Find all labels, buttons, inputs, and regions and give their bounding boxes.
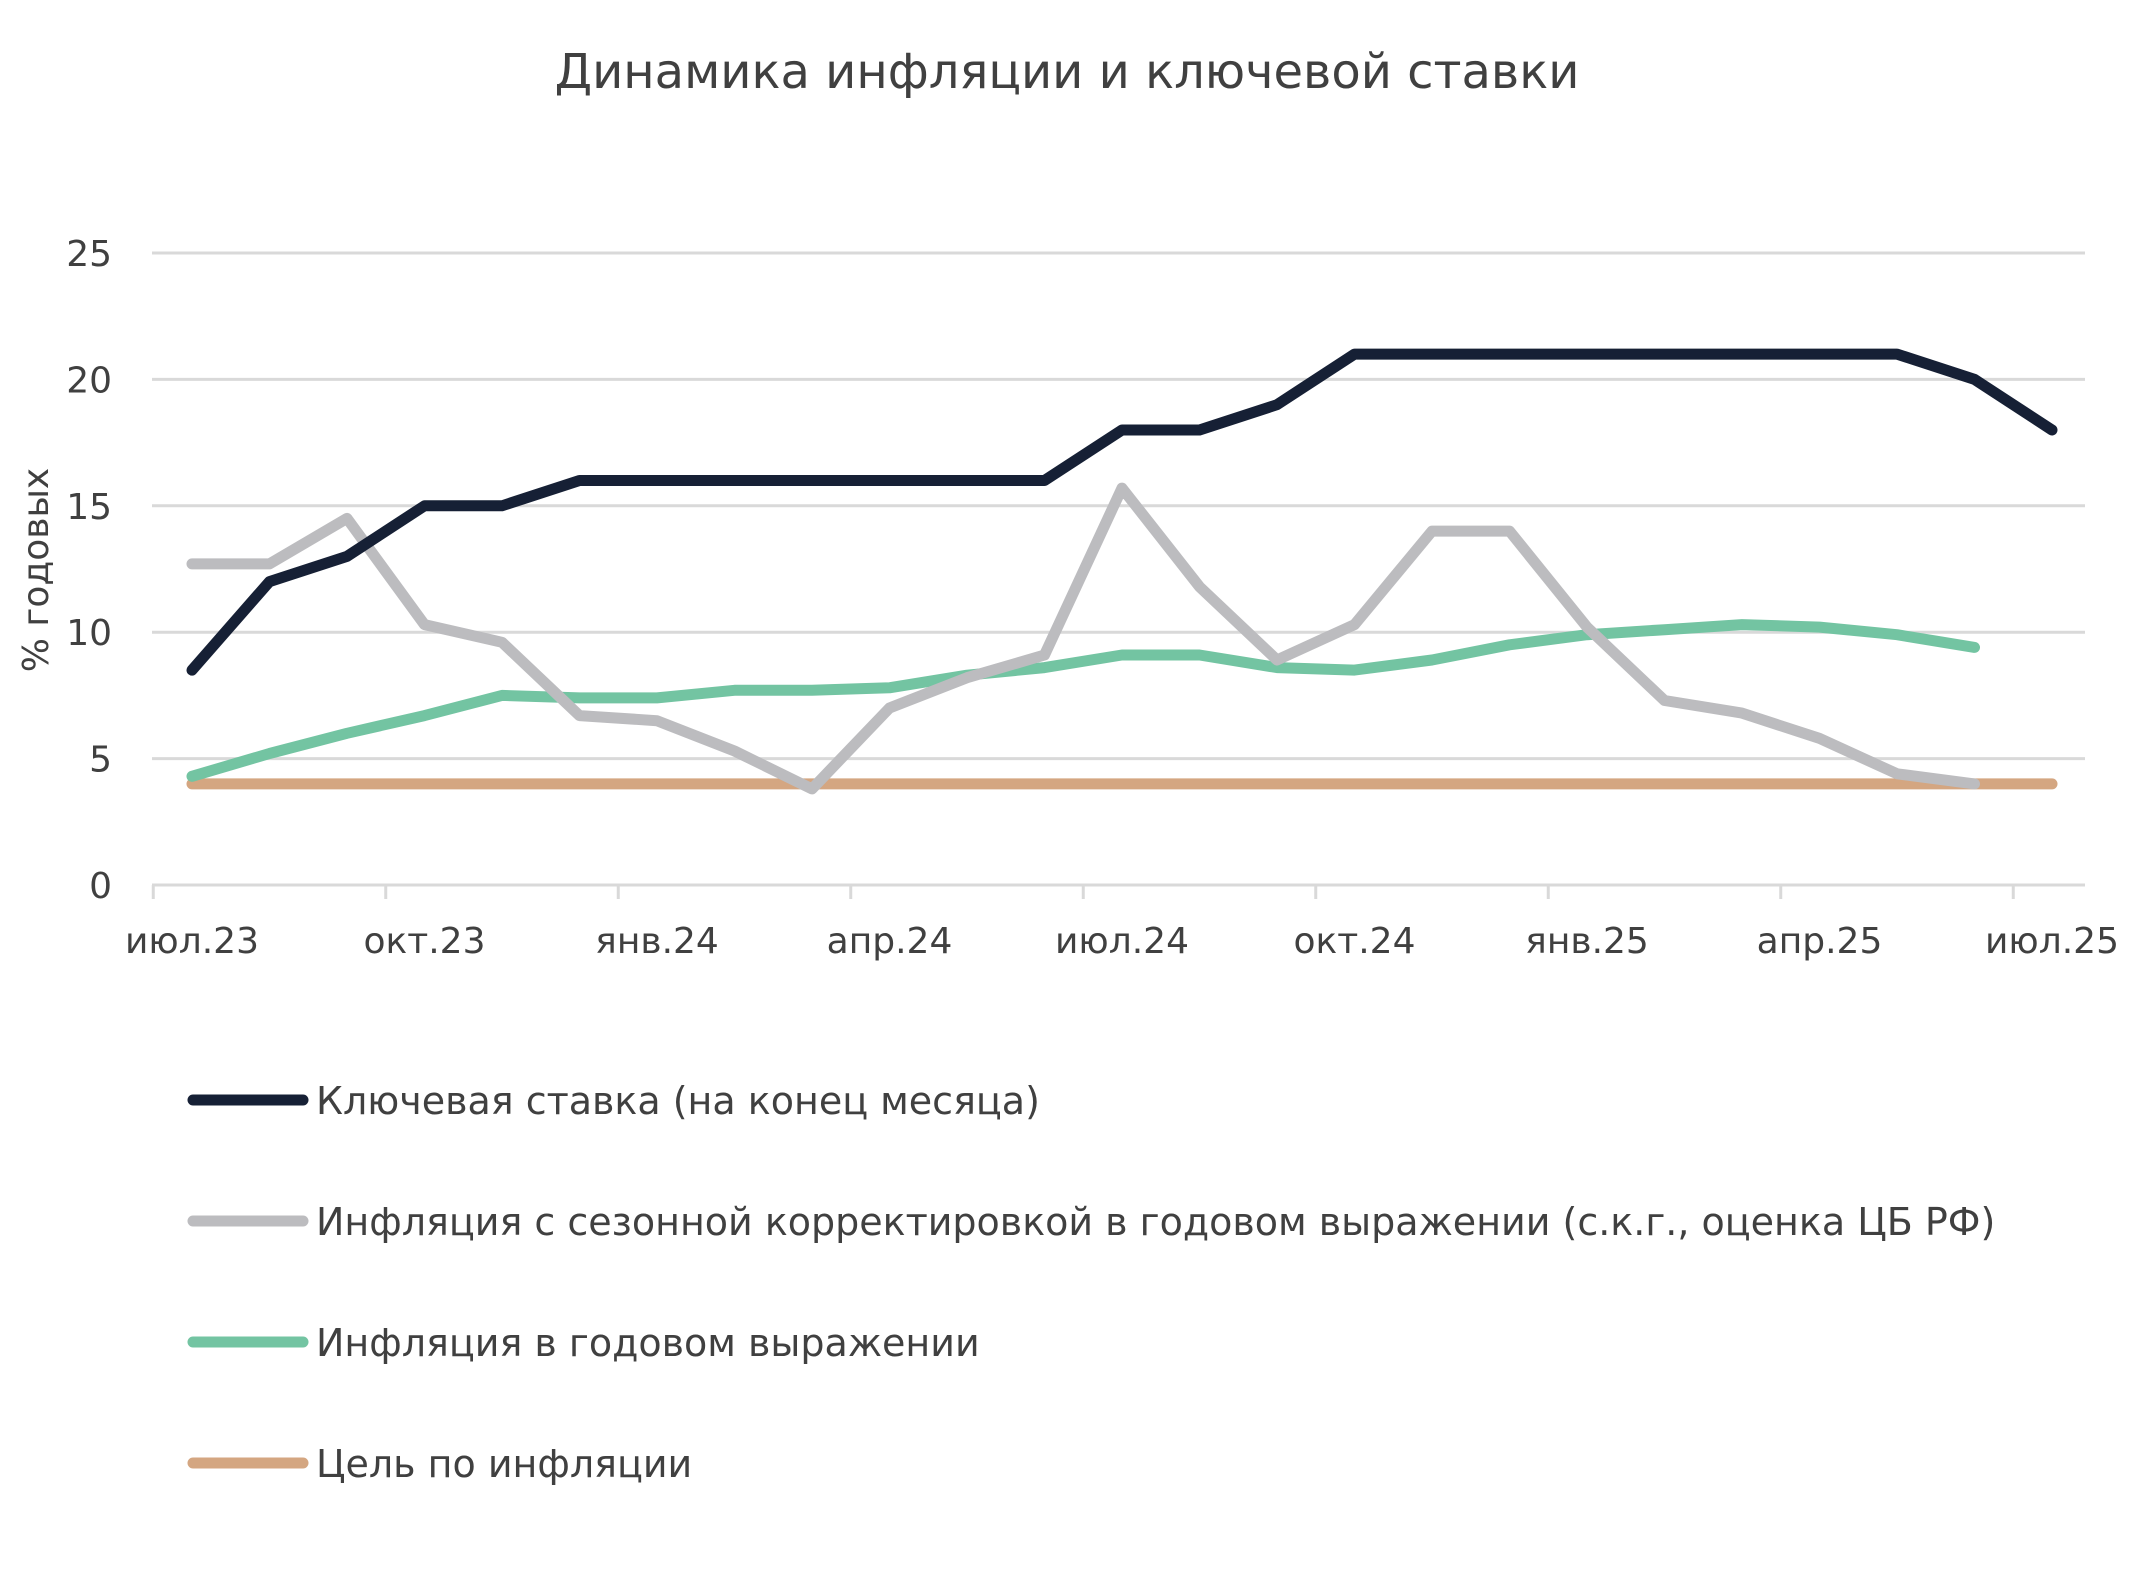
x-tick-label: июл.25 — [1985, 921, 2119, 962]
x-tick-label: янв.24 — [595, 921, 719, 962]
x-tick-label: июл.24 — [1055, 921, 1189, 962]
series-lines — [186, 348, 2058, 795]
y-tick-label: 0 — [89, 866, 112, 907]
x-tick-label: янв.25 — [1525, 921, 1649, 962]
y-tick-label: 15 — [66, 487, 112, 528]
chart-title: Динамика инфляции и ключевой ставки — [555, 44, 1580, 100]
legend-label: Инфляция в годовом выражении — [316, 1321, 980, 1365]
y-tick-label: 5 — [89, 740, 112, 781]
series-line — [186, 619, 1980, 782]
series-line — [186, 348, 2058, 676]
legend-label: Цель по инфляции — [316, 1442, 692, 1486]
x-tick-label: апр.24 — [827, 921, 953, 962]
legend-label: Ключевая ставка (на конец месяца) — [316, 1079, 1040, 1123]
y-axis: 0 5 10 15 20 25 — [66, 234, 112, 907]
legend: Ключевая ставка (на конец месяца) Инфляци… — [187, 1079, 1995, 1486]
y-tick-label: 10 — [66, 613, 112, 654]
y-tick-label: 20 — [66, 360, 112, 401]
legend-label: Инфляция с сезонной корректировкой в год… — [316, 1200, 1995, 1244]
y-axis-label: % годовых — [16, 468, 57, 672]
x-tick-label: июл.23 — [125, 921, 259, 962]
series-line — [186, 482, 1980, 795]
x-tick-label: окт.24 — [1294, 921, 1416, 962]
x-axis: июл.23 окт.23 янв.24 апр.24 июл.24 окт.24 янв.… — [125, 883, 2119, 962]
y-tick-label: 25 — [66, 234, 112, 275]
x-tick-label: окт.23 — [364, 921, 486, 962]
x-tick-label: апр.25 — [1757, 921, 1883, 962]
